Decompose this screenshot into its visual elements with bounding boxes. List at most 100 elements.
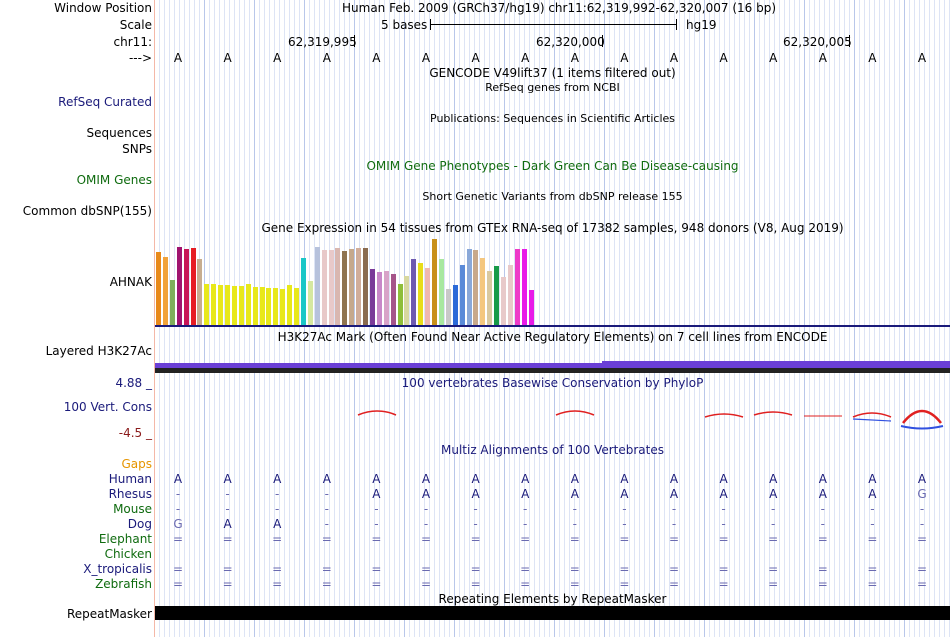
gtex-tissue-bar[interactable] [156,252,161,325]
gtex-tissue-bar[interactable] [528,290,534,325]
window-position-value[interactable]: Human Feb. 2009 (GRCh37/hg19) chr11:62,3… [342,1,777,15]
gtex-tissue-bar[interactable] [294,288,299,325]
gtex-tissue-bar[interactable] [411,259,417,325]
gtex-tissue-bar[interactable] [190,248,196,325]
species-label[interactable]: Rhesus [108,487,152,501]
omim-track-title[interactable]: OMIM Gene Phenotypes - Dark Green Can Be… [366,159,739,173]
gtex-tissue-bar[interactable] [473,250,479,325]
gtex-tissue-bar[interactable] [162,257,168,325]
gtex-tissue-bar[interactable] [183,249,189,325]
gtex-tissue-bar[interactable] [501,277,506,325]
species-label[interactable]: Zebrafish [95,577,152,591]
grid-line [389,0,390,637]
sequences-track-label[interactable]: Sequences [86,126,152,140]
grid-line [884,0,885,637]
grid-line [579,0,580,637]
gtex-tissue-bar[interactable] [507,265,513,325]
gtex-gene-label[interactable]: AHNAK [109,275,152,289]
gtex-tissue-bar[interactable] [494,266,500,325]
gtex-tissue-bar[interactable] [432,239,437,325]
gtex-tissue-bar[interactable] [300,258,306,325]
gtex-tissue-bar[interactable] [169,280,175,325]
gtex-tissue-bar[interactable] [245,284,251,325]
gtex-tissue-bar[interactable] [349,249,355,325]
gtex-tissue-bar[interactable] [466,249,472,325]
gtex-tissue-bar[interactable] [514,249,520,325]
repeatmasker-track-title[interactable]: Repeating Elements by RepeatMasker [438,592,667,606]
gtex-tissue-bar[interactable] [238,286,244,325]
grid-line [829,0,830,637]
omim-track-label[interactable]: OMIM Genes [76,173,152,187]
gtex-tissue-bar[interactable] [404,276,410,325]
gtex-tissue-bar[interactable] [225,285,230,325]
gtex-tissue-bar[interactable] [363,248,368,325]
species-label[interactable]: Mouse [113,502,152,516]
repeatmasker-block[interactable] [155,606,950,620]
snps-track-label[interactable]: SNPs [122,142,152,156]
gtex-tissue-bar[interactable] [521,249,527,325]
gtex-tissue-bar[interactable] [480,258,486,325]
alignment-base: - [275,487,280,501]
dbsnp-track-title[interactable]: Short Genetic Variants from dbSNP releas… [422,190,683,203]
gtex-tissue-bar[interactable] [425,268,431,325]
alignment-base: A [868,472,877,486]
gtex-tissue-bar[interactable] [273,288,279,325]
reference-base: A [471,51,480,65]
gtex-tissue-bar[interactable] [383,271,389,325]
grid-line [904,0,905,637]
gtex-tissue-bar[interactable] [252,287,258,325]
gtex-tissue-bar[interactable] [487,271,493,325]
reference-base: A [273,51,282,65]
gtex-tissue-bar[interactable] [211,284,217,325]
gtex-tissue-bar[interactable] [321,250,327,325]
gtex-tissue-bar[interactable] [452,285,458,325]
gtex-tissue-bar[interactable] [342,251,348,325]
cons-track-label[interactable]: 100 Vert. Cons [63,400,152,414]
grid-line [409,0,410,637]
gtex-tissue-bar[interactable] [287,285,293,325]
gencode-track-title[interactable]: GENCODE V49lift37 (1 items filtered out) [429,66,676,80]
species-label[interactable]: X_tropicalis [83,562,152,576]
gtex-tissue-bar[interactable] [356,248,362,325]
gtex-tissue-bar[interactable] [335,248,341,325]
alignment-base: - [721,502,726,516]
gtex-tissue-bar[interactable] [266,288,272,325]
grid-line [769,0,770,637]
gtex-expression-chart[interactable] [155,236,535,325]
gtex-tissue-bar[interactable] [218,285,224,325]
gtex-tissue-bar[interactable] [390,274,396,325]
alignment-base: = [569,562,580,576]
species-label[interactable]: Elephant [98,532,152,546]
alignment-base: G [173,517,183,531]
cons-track-title[interactable]: 100 vertebrates Basewise Conservation by… [401,376,704,390]
alignment-base: - [919,517,925,531]
h3k27ac-track-title[interactable]: H3K27Ac Mark (Often Found Near Active Re… [277,330,828,344]
gtex-track-title[interactable]: Gene Expression in 54 tissues from GTEx … [261,221,844,235]
species-label[interactable]: Chicken [104,547,152,561]
gtex-tissue-bar[interactable] [328,250,334,325]
gtex-tissue-bar[interactable] [418,263,424,325]
gtex-tissue-bar[interactable] [259,287,265,325]
gtex-tissue-bar[interactable] [197,259,203,325]
species-label[interactable]: Dog [127,517,152,531]
gtex-tissue-bar[interactable] [204,284,210,325]
species-label[interactable]: Human [108,472,152,486]
gtex-tissue-bar[interactable] [459,265,465,325]
refseq-track-subtitle[interactable]: RefSeq genes from NCBI [485,81,620,94]
gtex-tissue-bar[interactable] [307,281,313,325]
repeatmasker-track-label[interactable]: RepeatMasker [66,607,152,621]
dbsnp-track-label[interactable]: Common dbSNP(155) [22,204,152,218]
gtex-tissue-bar[interactable] [438,259,444,325]
gtex-tissue-bar[interactable] [445,289,451,325]
publications-track-title[interactable]: Publications: Sequences in Scientific Ar… [430,112,675,125]
gtex-tissue-bar[interactable] [314,247,320,325]
gtex-tissue-bar[interactable] [376,272,382,325]
gtex-tissue-bar[interactable] [176,247,182,325]
gtex-tissue-bar[interactable] [397,284,403,325]
h3k27ac-track-label[interactable]: Layered H3K27Ac [45,344,152,358]
refseq-track-label[interactable]: RefSeq Curated [58,95,152,109]
gtex-tissue-bar[interactable] [231,286,237,325]
gtex-tissue-bar[interactable] [369,269,375,325]
multiz-track-title[interactable]: Multiz Alignments of 100 Vertebrates [440,443,665,457]
gtex-tissue-bar[interactable] [280,289,286,325]
